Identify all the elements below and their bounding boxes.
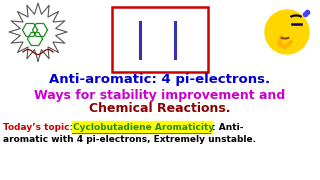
Text: Anti-aromatic: 4 pi-electrons.: Anti-aromatic: 4 pi-electrons.: [49, 73, 271, 87]
Bar: [112, 7, 208, 72]
Text: Ways for stability improvement and: Ways for stability improvement and: [34, 89, 286, 102]
Bar: [72, 121, 212, 133]
Text: aromatic with 4 pi-electrons, Extremely unstable.: aromatic with 4 pi-electrons, Extremely …: [3, 136, 256, 145]
Text: : Anti-: : Anti-: [212, 123, 244, 132]
Circle shape: [265, 10, 309, 54]
Text: Cyclobutadiene Aromaticity: Cyclobutadiene Aromaticity: [73, 123, 214, 132]
Text: Today’s topic:: Today’s topic:: [3, 123, 76, 132]
Text: Chemical Reactions.: Chemical Reactions.: [89, 102, 231, 114]
